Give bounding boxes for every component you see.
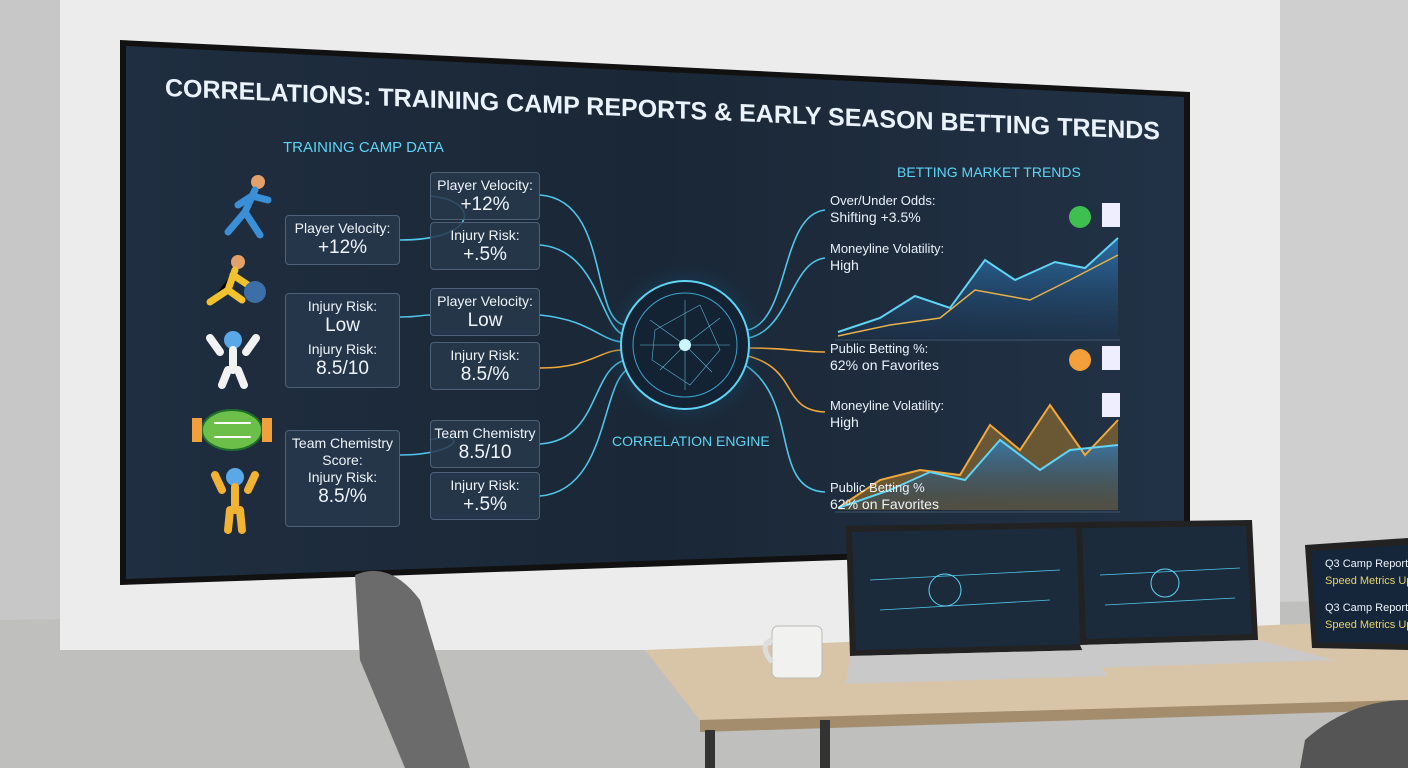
card-label: Injury Risk: (450, 477, 520, 493)
trend-item: Public Betting %: 62% on Favorites (830, 341, 939, 378)
card-label: Player Velocity: (437, 293, 533, 309)
trend-value: High (830, 414, 859, 430)
data-card: Team Chemistry Score: Injury Risk: 8.5/% (285, 430, 400, 527)
mug-handle (762, 637, 774, 664)
trend-value: 62% on Favorites (830, 357, 939, 373)
monitor-line: Speed Metrics Up (1325, 619, 1408, 631)
data-card: Player Velocity: Low (430, 288, 540, 336)
card-value: 8.5/% (460, 364, 510, 385)
card-label: Player Velocity: (437, 177, 533, 193)
section-heading: BETTING MARKET TRENDS (897, 164, 1081, 180)
trend-value: High (830, 257, 859, 273)
engine-core (679, 339, 691, 351)
card-value: +.5% (463, 494, 507, 515)
table-leg (705, 730, 715, 768)
monitor-line: Speed Metrics Up (1325, 575, 1408, 587)
chair (355, 570, 470, 768)
data-card: Injury Risk: +.5% (430, 222, 540, 270)
card-value: 8.5/10 (458, 442, 512, 463)
side-monitor-screen (1311, 545, 1408, 644)
data-card: Player Velocity: +12% (430, 172, 540, 220)
card-value: Low (325, 315, 360, 336)
card-value: 8.5/% (318, 486, 367, 507)
card-label: Injury Risk: (307, 469, 378, 485)
data-card: Injury Risk: 8.5/% (430, 342, 540, 390)
card-label: Injury Risk: (450, 347, 520, 363)
data-card: Injury Risk: +.5% (430, 472, 540, 520)
trend-label: Public Betting %: (830, 341, 929, 356)
trend-item: Moneyline Volatility: High (830, 241, 944, 278)
trend-item: Moneyline Volatility: High (830, 398, 944, 435)
data-card: Team Chemistry 8.5/10 (430, 420, 540, 468)
card-label: Player Velocity: (294, 220, 391, 236)
card-label: Team Chemistry (434, 425, 536, 441)
chair (1300, 700, 1408, 768)
card-value: +12% (317, 237, 368, 258)
card-value: +12% (460, 194, 510, 215)
card-label: Injury Risk: (307, 341, 378, 357)
side-wall (1280, 0, 1408, 620)
engine-ring (632, 292, 738, 398)
mug (771, 625, 823, 679)
chart-top (835, 237, 1120, 341)
monitor-line: Q3 Camp Report: (1325, 558, 1408, 570)
card-label: Injury Risk: (307, 298, 378, 314)
card-value: Low (467, 310, 503, 331)
trend-label: Moneyline Volatility: (830, 241, 945, 256)
card-value: 8.5/10 (316, 358, 369, 379)
side-wall (0, 0, 60, 620)
card-label: Team Chemistry Score: (291, 435, 394, 468)
card-label: Injury Risk: (450, 227, 520, 243)
trend-item: Over/Under Odds: Shifting +3.5% (830, 193, 936, 230)
table-edge (700, 700, 1408, 732)
table-leg (820, 720, 830, 768)
trend-label: Moneyline Volatility: (830, 398, 945, 413)
laptop (1076, 520, 1335, 668)
trend-label: Over/Under Odds: (830, 193, 936, 208)
card-value: +.5% (463, 244, 507, 265)
data-card: Player Velocity: +12% (285, 215, 400, 265)
monitor-line: Q3 Camp Report: (1325, 602, 1408, 614)
section-heading: TRAINING CAMP DATA (283, 139, 444, 156)
trend-value: 62% on Favorites (830, 496, 939, 512)
trend-value: Shifting +3.5% (830, 209, 921, 225)
icons (1069, 203, 1120, 417)
trend-label: Public Betting % (830, 480, 925, 495)
athletes (192, 175, 272, 534)
chart-bottom (835, 403, 1120, 513)
engine-label: CORRELATION ENGINE (612, 433, 770, 449)
data-card: Injury Risk: Low Injury Risk: 8.5/10 (285, 293, 400, 388)
laptop (846, 522, 1108, 684)
trend-item: Public Betting % 62% on Favorites (830, 480, 939, 517)
